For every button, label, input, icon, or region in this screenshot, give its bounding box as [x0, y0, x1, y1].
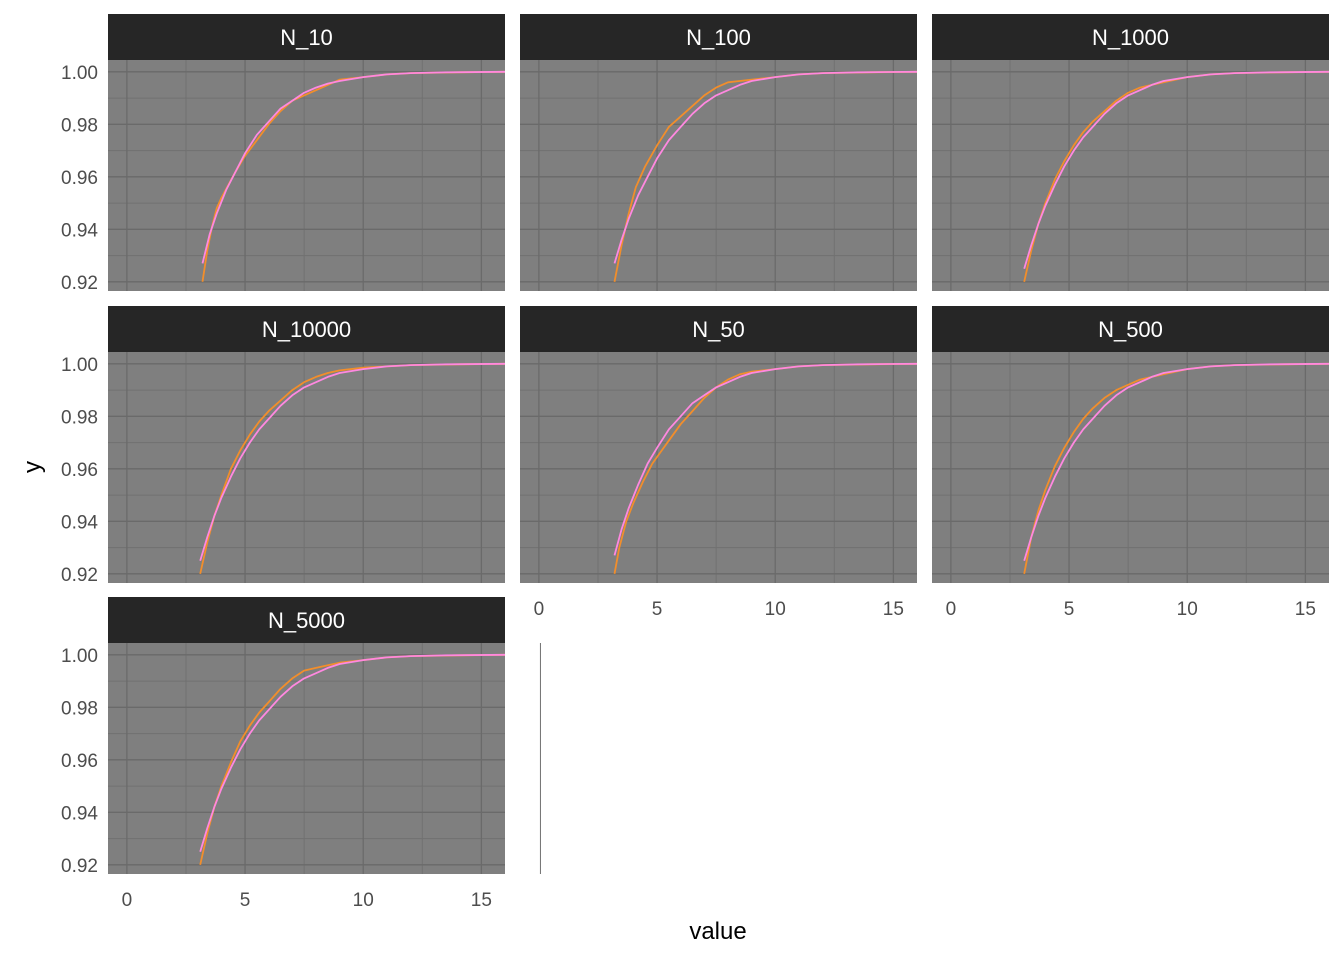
- series-line-theoretical: [1023, 362, 1329, 561]
- facet-strip: [108, 597, 505, 643]
- y-tick-label: 0.94: [61, 803, 98, 824]
- y-tick-label: 0.92: [61, 856, 98, 877]
- y-tick-label: 1.00: [61, 63, 98, 84]
- x-tick-label: 10: [1177, 599, 1198, 620]
- x-axis-title: value: [689, 918, 746, 945]
- facet-strip: [108, 14, 505, 60]
- facet-strip-label: N_50: [692, 317, 745, 342]
- series-group: [1023, 362, 1329, 574]
- facet-panel-n-500: N_500 0 5 10 15: [932, 306, 1329, 620]
- series-group: [199, 653, 505, 865]
- facet-strip-label: N_1000: [1092, 25, 1169, 50]
- x-tick-label: 10: [765, 599, 786, 620]
- y-tick-label: 0.94: [61, 220, 98, 241]
- x-tick-label: 15: [471, 890, 492, 911]
- y-tick-label: 0.92: [61, 565, 98, 586]
- facet-strip-label: N_10000: [262, 317, 351, 342]
- y-tick-label: 0.96: [61, 460, 98, 481]
- x-tick-label: 0: [534, 599, 545, 620]
- y-tick-label: 0.94: [61, 512, 98, 533]
- x-tick-label: 0: [122, 890, 133, 911]
- facet-panel-n-1000: N_1000: [932, 14, 1329, 291]
- series-group: [613, 70, 917, 282]
- series-line-theoretical: [1023, 70, 1329, 269]
- facet-strip-label: N_500: [1098, 317, 1163, 342]
- x-tick-label: 15: [883, 599, 904, 620]
- facet-strip: [932, 306, 1329, 352]
- series-group: [1023, 70, 1329, 282]
- series-line-theoretical: [613, 362, 917, 556]
- facet-strip-label: N_100: [686, 25, 751, 50]
- series-group: [201, 70, 505, 282]
- x-tick-label: 5: [1064, 599, 1075, 620]
- y-tick-label: 0.98: [61, 698, 98, 719]
- series-line-theoretical: [613, 70, 917, 264]
- y-tick-label: 0.98: [61, 115, 98, 136]
- y-tick-label: 0.98: [61, 407, 98, 428]
- facet-strip: [108, 306, 505, 352]
- series-line-theoretical: [199, 653, 505, 852]
- x-tick-label: 10: [353, 890, 374, 911]
- facet-strip: [932, 14, 1329, 60]
- series-line-theoretical: [201, 70, 505, 264]
- series-line-theoretical: [199, 362, 505, 561]
- y-tick-label: 1.00: [61, 646, 98, 667]
- y-tick-label: 0.96: [61, 751, 98, 772]
- series-group: [613, 362, 917, 574]
- facet-panel-n-10000: N_10000 0.92 0.94 0.96 0.98 1.00: [61, 306, 541, 586]
- facet-strip-label: N_5000: [268, 608, 345, 633]
- facet-strip: [520, 306, 917, 352]
- y-tick-label: 1.00: [61, 355, 98, 376]
- x-tick-label: 0: [946, 599, 957, 620]
- facet-strip: [520, 14, 917, 60]
- facet-panel-n-50: N_50 0 5 10 15: [520, 306, 953, 620]
- series-group: [199, 362, 505, 574]
- facet-strip-label: N_10: [280, 25, 333, 50]
- facet-panel-n-100: N_100: [520, 14, 953, 291]
- y-axis-title: y: [19, 461, 46, 473]
- y-tick-label: 0.92: [61, 273, 98, 294]
- x-tick-label: 15: [1295, 599, 1316, 620]
- x-tick-label: 5: [240, 890, 251, 911]
- facet-panel-n-5000: N_5000 0.92 0.94 0.96 0.98 1.00 0 5 10 15: [61, 597, 541, 911]
- facet-panel-n-10: N_10 0.92 0.94 0.96 0.98 1.00: [61, 14, 541, 294]
- y-tick-label: 0.96: [61, 168, 98, 189]
- x-tick-label: 5: [652, 599, 663, 620]
